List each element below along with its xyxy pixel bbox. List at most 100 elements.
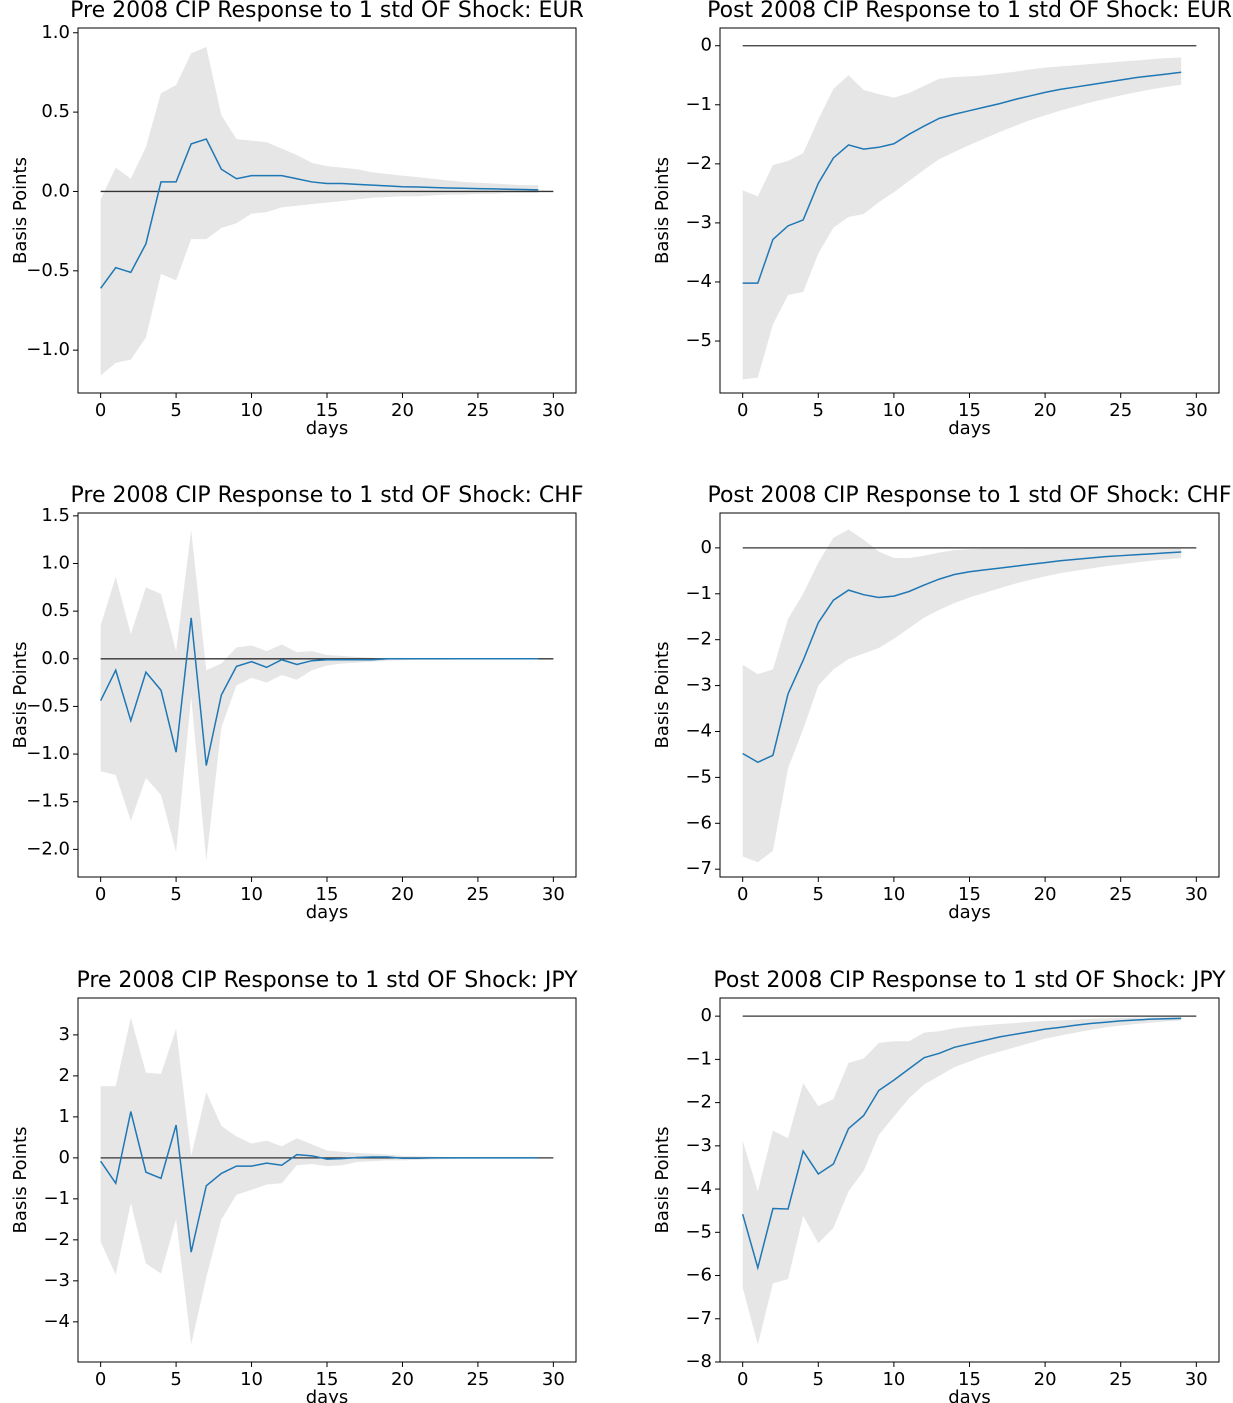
y-axis-label: Basis Points	[10, 642, 31, 749]
x-tick-label: 30	[1185, 1369, 1208, 1390]
x-tick-label: 30	[542, 884, 565, 905]
y-axis-label: Basis Points	[652, 1127, 673, 1234]
y-tick-label: −2	[685, 1092, 712, 1113]
y-tick-label: 0	[59, 1147, 70, 1168]
x-tick-label: 15	[316, 400, 339, 421]
x-tick-label: 0	[737, 400, 748, 421]
x-tick-label: 30	[542, 400, 565, 421]
y-tick-label: 0	[701, 537, 712, 558]
x-tick-label: 15	[316, 1369, 339, 1390]
chart-title: Pre 2008 CIP Response to 1 std OF Shock:…	[71, 483, 584, 508]
y-tick-label: 0.0	[41, 648, 70, 669]
y-tick-label: −1	[685, 94, 712, 115]
confidence-band	[742, 529, 1182, 863]
x-tick-label: 10	[882, 1369, 905, 1390]
x-tick-label: 20	[391, 1369, 414, 1390]
y-tick-label: 1.5	[41, 505, 70, 526]
y-tick-label: −3	[685, 212, 712, 233]
y-tick-label: 0.5	[41, 600, 70, 621]
y-tick-label: −5	[685, 330, 712, 351]
x-tick-label: 25	[466, 884, 489, 905]
chart-title: Post 2008 CIP Response to 1 std OF Shock…	[707, 0, 1232, 23]
x-tick-label: 0	[737, 1369, 748, 1390]
x-tick-label: 10	[240, 1369, 263, 1390]
y-tick-label: 0	[701, 1005, 712, 1026]
y-tick-label: −2.0	[26, 838, 70, 859]
x-tick-label: 20	[1034, 884, 1057, 905]
y-tick-label: 0	[701, 35, 712, 56]
x-tick-label: 0	[95, 1369, 106, 1390]
y-tick-label: −6	[685, 812, 712, 833]
y-tick-label: −3	[43, 1270, 70, 1291]
confidence-band	[100, 530, 539, 861]
x-tick-label: 10	[240, 884, 263, 905]
chart-title: Pre 2008 CIP Response to 1 std OF Shock:…	[76, 968, 578, 993]
x-tick-label: 25	[1109, 1369, 1132, 1390]
x-tick-label: 30	[1185, 884, 1208, 905]
y-tick-label: −4	[685, 271, 712, 292]
y-tick-label: −1.0	[26, 743, 70, 764]
x-tick-label: 0	[95, 400, 106, 421]
series-line	[100, 138, 539, 289]
confidence-band	[742, 57, 1182, 380]
x-axis-label: days	[948, 1387, 991, 1403]
y-tick-label: 0.0	[41, 180, 70, 201]
x-tick-label: 30	[542, 1369, 565, 1390]
x-tick-label: 15	[958, 1369, 981, 1390]
y-tick-label: −6	[685, 1265, 712, 1286]
y-axis-label: Basis Points	[652, 157, 673, 264]
x-tick-label: 5	[170, 1369, 181, 1390]
x-axis-label: days	[948, 418, 991, 439]
y-tick-label: −1	[685, 583, 712, 604]
x-tick-label: 0	[737, 884, 748, 905]
y-tick-label: −2	[685, 629, 712, 650]
x-tick-label: 25	[466, 1369, 489, 1390]
y-tick-label: −1.5	[26, 791, 70, 812]
y-tick-label: −7	[685, 858, 712, 879]
x-tick-label: 20	[391, 400, 414, 421]
y-tick-label: 1.0	[41, 22, 70, 43]
y-tick-label: −2	[685, 153, 712, 174]
x-tick-label: 15	[958, 400, 981, 421]
chart-title: Pre 2008 CIP Response to 1 std OF Shock:…	[70, 0, 584, 23]
x-tick-label: 20	[391, 884, 414, 905]
y-tick-label: −1.0	[26, 339, 70, 360]
y-axis-label: Basis Points	[652, 642, 673, 749]
x-tick-label: 10	[882, 884, 905, 905]
x-tick-label: 20	[1034, 1369, 1057, 1390]
x-axis-label: days	[306, 1387, 349, 1403]
y-tick-label: 1.0	[41, 553, 70, 574]
x-tick-label: 25	[466, 400, 489, 421]
x-axis-label: days	[306, 902, 349, 923]
y-tick-label: 2	[59, 1065, 70, 1086]
y-tick-label: 0.5	[41, 101, 70, 122]
x-tick-label: 5	[170, 400, 181, 421]
x-tick-label: 5	[813, 884, 824, 905]
x-tick-label: 20	[1034, 400, 1057, 421]
series-line	[100, 1111, 539, 1253]
x-tick-label: 0	[95, 884, 106, 905]
x-axis-label: days	[948, 902, 991, 923]
series-line	[742, 551, 1182, 764]
x-tick-label: 10	[240, 400, 263, 421]
x-tick-label: 5	[813, 400, 824, 421]
series-line	[741, 1017, 1182, 1271]
x-tick-label: 5	[813, 1369, 824, 1390]
y-tick-label: −0.5	[26, 695, 70, 716]
y-tick-label: 3	[59, 1024, 70, 1045]
y-axis-label: Basis Points	[10, 1127, 31, 1234]
series-line	[742, 71, 1182, 284]
y-tick-label: −8	[685, 1351, 712, 1372]
x-tick-label: 5	[170, 884, 181, 905]
chart-title: Post 2008 CIP Response to 1 std OF Shock…	[707, 483, 1231, 508]
x-tick-label: 25	[1109, 400, 1132, 421]
confidence-band	[100, 1017, 539, 1345]
y-tick-label: −2	[43, 1229, 70, 1250]
y-axis-label: Basis Points	[10, 157, 31, 264]
y-tick-label: −1	[43, 1188, 70, 1209]
x-tick-label: 25	[1109, 884, 1132, 905]
x-tick-label: 15	[316, 884, 339, 905]
y-tick-label: −0.5	[26, 260, 70, 281]
